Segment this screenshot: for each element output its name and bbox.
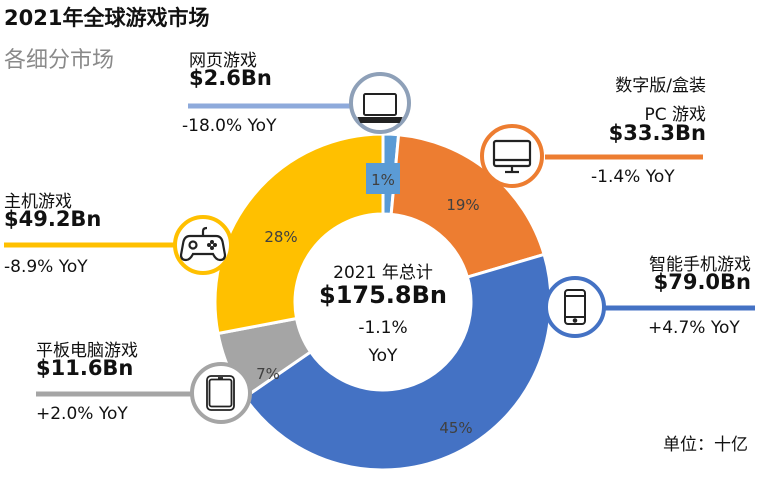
pc-segment-yoy: -1.4% YoY [591, 167, 675, 187]
laptop-icon [357, 93, 403, 123]
pc-segment-name-line1: 数字版/盒装 [615, 76, 706, 96]
browser-segment-value: $2.6Bn [189, 66, 272, 90]
mobile-segment-yoy: +4.7% YoY [648, 318, 740, 338]
mobile-segment-name: 智能手机游戏 [649, 255, 751, 275]
mobile-slice [242, 252, 553, 472]
smartphone-icon [564, 289, 586, 325]
console-segment-name: 主机游戏 [4, 192, 72, 212]
center-year-label: 2021 年总计 [333, 263, 433, 283]
center-total-value: $175.8Bn [319, 281, 447, 309]
console-segment-value: $49.2Bn [4, 207, 102, 231]
pc-share-label: 19% [446, 196, 479, 214]
browser-segment-name: 网页游戏 [189, 51, 257, 71]
mobile-share-label: 45% [439, 419, 472, 437]
browser-share-label: 1% [371, 171, 395, 189]
tablet-icon-badge [190, 362, 252, 424]
console-icon-badge [173, 215, 233, 275]
center-yoy-value: -1.1% [358, 318, 408, 338]
tablet-segment-yoy: +2.0% YoY [36, 404, 128, 424]
unit-label: 单位：十亿 [663, 435, 748, 455]
mobile-segment-value: $79.0Bn [653, 270, 751, 294]
gamepad-icon [179, 226, 227, 262]
browser-segment-yoy: -18.0% YoY [182, 116, 277, 136]
browser-share-box [366, 163, 400, 194]
mobile-icon-badge [544, 276, 606, 338]
chart-title: 2021年全球游戏市场 [4, 6, 210, 30]
tablet-share-label: 7% [256, 365, 280, 383]
pc-segment-value: $33.3Bn [608, 121, 706, 145]
pc-icon-badge [480, 124, 544, 188]
browser-icon-badge [349, 72, 411, 134]
desktop-monitor-icon [492, 139, 532, 174]
pc-segment-name-line2: PC 游戏 [644, 105, 706, 125]
tablet-segment-name: 平板电脑游戏 [36, 341, 138, 361]
pc-slice [389, 133, 546, 279]
tablet-segment-value: $11.6Bn [36, 356, 134, 380]
console-segment-yoy: -8.9% YoY [4, 257, 88, 277]
center-yoy-label: YoY [368, 346, 398, 366]
chart-subtitle: 各细分市场 [4, 48, 115, 73]
tablet-icon [206, 375, 235, 411]
console-share-label: 28% [264, 228, 297, 246]
